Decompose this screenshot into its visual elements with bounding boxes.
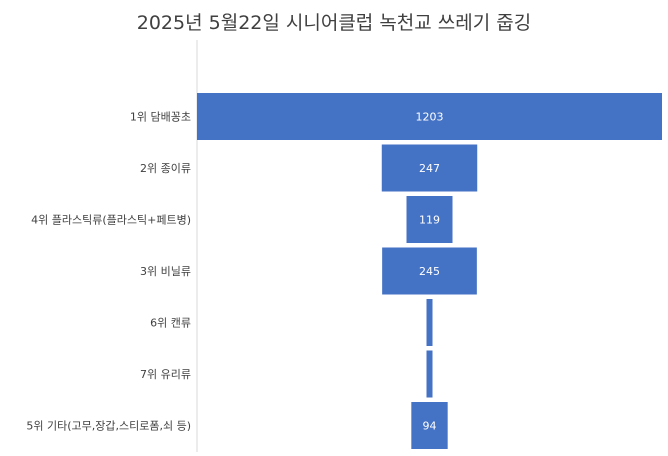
funnel-bar [382, 247, 477, 295]
funnel-bar [426, 299, 433, 346]
funnel-bar [426, 350, 433, 398]
category-tick-label: 5위 기타(고무,장갑,스티로폼,쇠 등) [26, 420, 191, 433]
bar-data-label: 119 [419, 214, 440, 227]
funnel-bar [406, 196, 453, 243]
category-tick-label: 1위 담배꽁초 [130, 111, 191, 124]
category-tick-label: 6위 캔류 [150, 317, 191, 330]
funnel-bar [197, 93, 662, 140]
bar-data-label: 247 [419, 162, 440, 175]
funnel-bar [381, 144, 478, 192]
bar-data-label: 1203 [416, 111, 444, 124]
category-tick-label: 3위 비닐류 [140, 265, 191, 278]
category-tick-label: 2위 종이류 [140, 162, 191, 175]
bar-data-label: 245 [419, 265, 440, 278]
chart-title: 2025년 5월22일 시니어클럽 녹천교 쓰레기 줍깅 [136, 12, 532, 34]
bar-data-label: 94 [423, 420, 437, 433]
category-tick-label: 4위 플라스틱류(플라스틱+페트병) [31, 214, 191, 227]
funnel-bar [411, 402, 448, 449]
category-tick-label: 7위 유리류 [140, 368, 191, 381]
